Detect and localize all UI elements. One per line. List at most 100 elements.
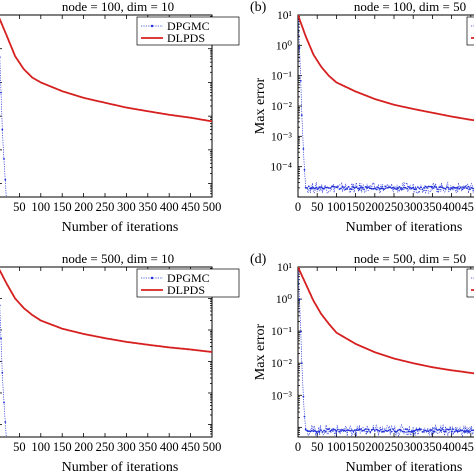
series-point — [340, 188, 342, 190]
series-point — [399, 186, 401, 188]
legend-swatch-marker — [151, 25, 153, 27]
series-point — [434, 431, 436, 433]
series-point — [434, 186, 436, 188]
legend-swatch-marker — [151, 277, 153, 279]
series-point — [308, 430, 310, 432]
series-point — [406, 188, 408, 190]
series-point — [328, 187, 330, 189]
series-point — [26, 442, 28, 444]
series-point — [437, 188, 439, 190]
series-point — [466, 187, 468, 189]
series-point — [402, 188, 404, 190]
series-point — [388, 430, 390, 432]
series-point — [359, 188, 361, 190]
series-point — [465, 431, 467, 433]
series-point — [136, 202, 138, 204]
series-point — [320, 429, 322, 431]
y-tick-label: 10⁻³ — [271, 390, 293, 402]
series-point — [26, 203, 28, 205]
legend-label: DLPDS — [167, 31, 205, 45]
series-point — [420, 186, 422, 188]
x-tick-label: 300 — [117, 440, 136, 454]
series-point — [346, 188, 348, 190]
series-point — [435, 186, 437, 188]
x-tick-label: 250 — [385, 440, 404, 454]
series-point — [332, 186, 334, 188]
series-point — [28, 444, 30, 446]
legend-box — [467, 17, 474, 45]
series-point — [308, 186, 310, 188]
series-point — [438, 429, 440, 431]
series-point — [349, 188, 351, 190]
series-point — [354, 429, 356, 431]
series-point — [354, 187, 356, 189]
chart-title: node = 500, dim = 10 — [62, 251, 174, 266]
x-tick-label: 450 — [461, 200, 474, 214]
series-point — [372, 428, 374, 430]
series-group — [297, 15, 474, 193]
series-point — [325, 431, 327, 433]
series-point — [316, 187, 318, 189]
plot-area-frame — [298, 267, 474, 437]
series-point — [332, 428, 334, 430]
series-point — [432, 187, 434, 189]
x-tick-label: 350 — [423, 200, 442, 214]
x-tick-label: 200 — [365, 200, 384, 214]
series-point — [463, 187, 465, 189]
series-point — [380, 429, 382, 431]
x-tick-label: 300 — [404, 200, 423, 214]
series-point — [345, 430, 347, 432]
series-point — [462, 188, 464, 190]
series-point — [377, 187, 379, 189]
x-tick-label: 450 — [181, 440, 200, 454]
series-point — [1, 129, 3, 131]
x-tick-label: 150 — [346, 200, 365, 214]
series-point — [328, 428, 330, 430]
series-point — [468, 186, 470, 188]
chart-panel-4: node = 500, dim = 50(d)0 50 100 150 200 250 30… — [250, 251, 474, 474]
series-point — [0, 56, 1, 58]
series-point — [366, 187, 368, 189]
x-tick-label: 100 — [31, 440, 50, 454]
series-point — [400, 429, 402, 431]
series-point — [351, 429, 353, 431]
series-point — [363, 188, 365, 190]
legend: DPGMCDLPDS — [137, 269, 239, 297]
series-point — [448, 187, 450, 189]
y-tick-label: 10⁻¹ — [271, 326, 293, 338]
series-line-1 — [298, 267, 474, 436]
x-tick-label: 0 — [295, 200, 301, 214]
series-point — [304, 416, 306, 418]
y-axis-label: Max error — [253, 323, 268, 380]
series-point — [458, 188, 460, 190]
series-point — [374, 430, 376, 432]
x-tick-label: 200 — [74, 440, 93, 454]
x-tick-label: 150 — [346, 440, 365, 454]
y-tick-label: 10⁰ — [276, 40, 293, 52]
x-axis-label: Number of iterations — [62, 220, 179, 235]
x-tick-label: 50 — [311, 440, 324, 454]
series-point — [452, 186, 454, 188]
series-point — [443, 187, 445, 189]
series-point — [469, 431, 471, 433]
legend-box — [467, 269, 474, 297]
series-point — [392, 428, 394, 430]
chart-title: node = 100, dim = 10 — [62, 0, 174, 14]
series-point — [428, 430, 430, 432]
series-point — [314, 188, 316, 190]
series-point — [303, 396, 305, 398]
series-point — [299, 47, 301, 49]
series-point — [417, 186, 419, 188]
x-tick-label: 350 — [138, 200, 157, 214]
x-tick-label: 50 — [13, 200, 26, 214]
y-tick-label: 10⁰ — [276, 294, 293, 306]
series-point — [352, 430, 354, 432]
series-point — [3, 158, 5, 160]
series-point — [402, 431, 404, 433]
series-point — [389, 186, 391, 188]
series-point — [28, 202, 30, 204]
chart-panel-2: node = 100, dim = 50 (b) 0 50 100 150 200 250 30… — [250, 0, 474, 235]
series-point — [383, 188, 385, 190]
series-point — [460, 186, 462, 188]
series-point — [412, 187, 414, 189]
